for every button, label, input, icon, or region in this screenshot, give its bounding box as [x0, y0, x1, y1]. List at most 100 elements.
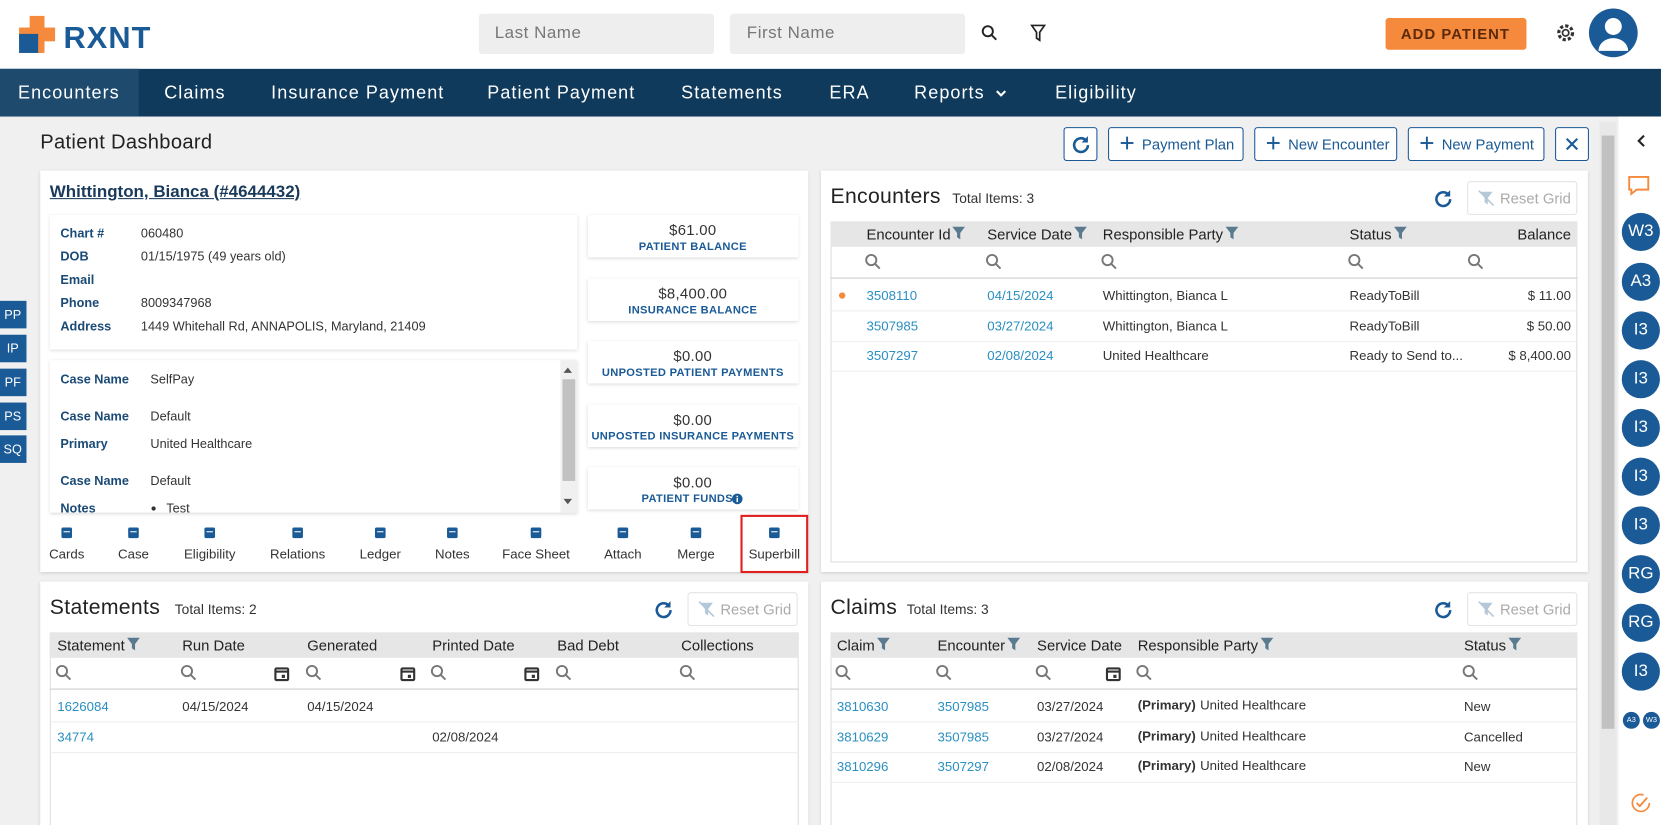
cell-link[interactable]: 3507985	[866, 318, 919, 334]
refresh-button[interactable]	[1432, 599, 1453, 620]
column-header[interactable]: Run Date	[182, 636, 245, 654]
nav-item[interactable]: Eligibility	[1055, 82, 1137, 103]
cell-link[interactable]: 3508110	[866, 288, 918, 303]
settings-button[interactable]	[1555, 22, 1576, 43]
cell-link[interactable]: 3810630	[836, 699, 889, 714]
action-icon[interactable]	[291, 526, 304, 539]
column-header[interactable]: Service Date	[987, 225, 1073, 243]
column-filter[interactable]	[1006, 637, 1021, 652]
action-label[interactable]: Attach	[604, 546, 642, 562]
cell-link[interactable]: 1626084	[57, 699, 109, 714]
action-label[interactable]: Eligibility	[183, 546, 236, 562]
date-picker[interactable]	[524, 666, 540, 682]
column-header[interactable]: Responsible Party	[1137, 636, 1259, 654]
action-icon[interactable]	[530, 526, 543, 539]
side-tab[interactable]	[0, 435, 27, 463]
cell-link[interactable]: 04/15/2024	[987, 288, 1054, 303]
toolbar-button[interactable]	[1254, 127, 1398, 162]
rail-chat[interactable]	[1627, 175, 1650, 196]
refresh-button[interactable]	[1432, 187, 1453, 208]
action-icon[interactable]	[60, 526, 73, 539]
nav-item[interactable]: Reports	[914, 82, 985, 103]
nav-item[interactable]: Statements	[681, 82, 783, 103]
toolbar-button[interactable]	[1108, 127, 1244, 162]
column-filter[interactable]	[1259, 637, 1274, 652]
reset-grid-button[interactable]	[1467, 592, 1578, 627]
refresh-button[interactable]	[653, 599, 674, 620]
action-icon[interactable]	[446, 526, 459, 539]
cell-link[interactable]: 3810296	[836, 759, 889, 775]
cell-link[interactable]: 3507985	[937, 699, 990, 714]
cell-link[interactable]: 3810629	[836, 729, 889, 745]
side-tab[interactable]	[0, 402, 27, 431]
side-tab[interactable]	[0, 300, 27, 329]
rail-avatar[interactable]	[1621, 652, 1660, 691]
cell-link[interactable]: 02/08/2024	[987, 348, 1054, 364]
column-header[interactable]: Generated	[307, 636, 378, 654]
side-tab[interactable]	[0, 334, 27, 363]
rail-avatar[interactable]	[1621, 457, 1660, 496]
action-icon[interactable]	[374, 526, 387, 539]
rail-avatar[interactable]	[1621, 408, 1660, 448]
nav-item[interactable]: Encounters	[18, 82, 120, 103]
column-filter[interactable]	[1507, 637, 1522, 652]
action-label[interactable]: Relations	[270, 546, 326, 562]
date-picker[interactable]	[1105, 666, 1121, 682]
date-picker[interactable]	[400, 666, 416, 682]
column-filter[interactable]	[952, 226, 967, 241]
rail-avatar[interactable]	[1621, 360, 1660, 399]
column-header[interactable]: Claim	[836, 636, 875, 654]
rail-avatar[interactable]	[1621, 311, 1660, 350]
nav-item[interactable]: ERA	[829, 82, 870, 103]
cell-link[interactable]: 3507297	[937, 759, 990, 775]
column-filter[interactable]	[1073, 226, 1088, 241]
action-icon[interactable]	[127, 526, 140, 539]
filter-button[interactable]	[1030, 24, 1047, 42]
cell-link[interactable]: 03/27/2024	[987, 318, 1054, 334]
action-icon[interactable]	[617, 526, 630, 539]
column-header[interactable]: Responsible Party	[1102, 225, 1224, 243]
action-icon[interactable]	[690, 526, 703, 539]
action-label[interactable]: Notes	[435, 546, 470, 562]
column-filter[interactable]	[1393, 226, 1408, 241]
action-icon[interactable]	[768, 526, 781, 539]
first-name-input[interactable]	[729, 13, 966, 55]
column-header[interactable]: Status	[1349, 225, 1392, 243]
column-header[interactable]: Encounter Id	[866, 225, 951, 243]
patient-name[interactable]: Whittington, Bianca (#4644432)	[49, 183, 301, 202]
action-label[interactable]: Merge	[677, 546, 715, 562]
column-header[interactable]: Service Date	[1037, 636, 1122, 654]
column-header[interactable]: Balance	[1517, 225, 1571, 243]
refresh-button[interactable]	[1063, 127, 1098, 162]
action-icon[interactable]	[203, 526, 216, 539]
column-header[interactable]: Printed Date	[432, 636, 515, 654]
column-filter[interactable]	[876, 637, 891, 652]
column-header[interactable]: Collections	[681, 636, 754, 654]
toolbar-button[interactable]	[1407, 127, 1545, 162]
rail-avatar[interactable]	[1621, 603, 1660, 642]
side-tab[interactable]	[0, 368, 27, 397]
cell-link[interactable]: 34774	[57, 729, 95, 745]
column-header[interactable]: Status	[1463, 636, 1507, 654]
action-label[interactable]: Ledger	[359, 546, 401, 562]
last-name-input[interactable]	[478, 13, 714, 55]
nav-item[interactable]: Claims	[164, 82, 226, 103]
column-header[interactable]: Statement	[57, 636, 125, 654]
column-header[interactable]: Bad Debt	[557, 636, 620, 654]
rail-avatar[interactable]	[1621, 212, 1660, 252]
column-header[interactable]: Encounter	[937, 636, 1006, 654]
action-label[interactable]: Face Sheet	[502, 546, 570, 562]
rail-avatar-small[interactable]	[1642, 711, 1660, 729]
action-label[interactable]: Superbill	[748, 546, 801, 562]
search-button[interactable]	[981, 24, 998, 41]
date-picker[interactable]	[274, 666, 290, 682]
column-filter[interactable]	[126, 637, 141, 652]
action-label[interactable]: Cards	[49, 546, 85, 562]
add-patient-button[interactable]	[1385, 18, 1527, 50]
nav-item[interactable]: Insurance Payment	[271, 82, 445, 103]
rail-avatar[interactable]	[1621, 555, 1660, 594]
action-label[interactable]: Case	[118, 546, 149, 562]
rail-collapse[interactable]	[1637, 134, 1645, 148]
column-filter[interactable]	[1224, 226, 1239, 241]
avatar[interactable]	[1588, 8, 1638, 58]
